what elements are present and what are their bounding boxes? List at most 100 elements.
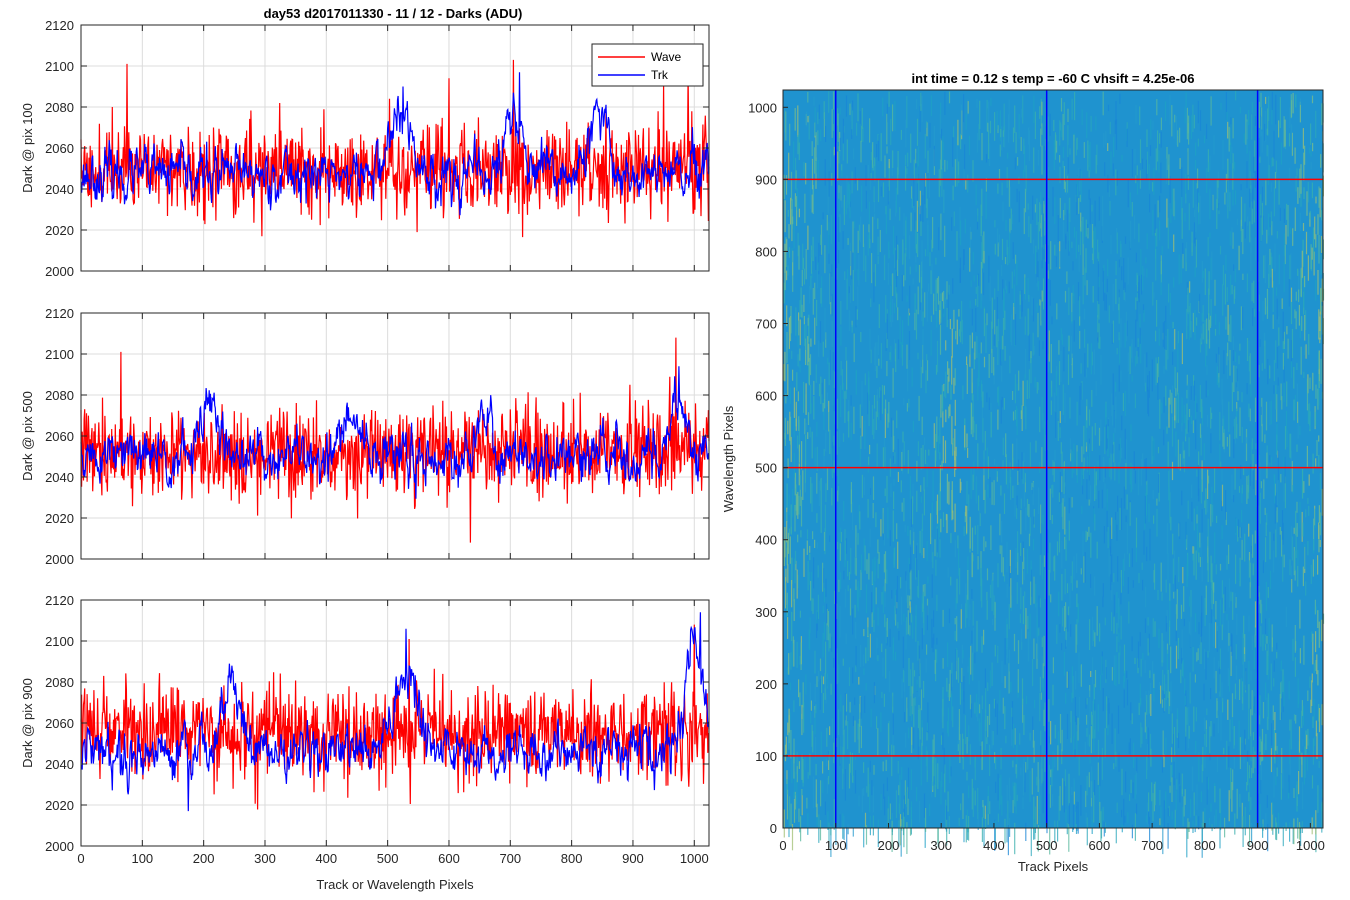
heatmap-streak [940, 213, 942, 241]
heatmap-streak [797, 320, 799, 347]
heatmap-streak [1219, 599, 1221, 627]
heatmap-streak [1110, 235, 1112, 254]
heatmap-streak [1197, 465, 1199, 496]
heatmap-streak [847, 824, 849, 835]
heatmap-streak [1130, 220, 1132, 249]
heatmap-streak [907, 152, 909, 167]
heatmap-streak [1297, 268, 1299, 276]
heatmap-streak [820, 129, 822, 141]
heatmap-streak [1199, 385, 1201, 412]
heatmap-streak [962, 385, 964, 400]
heatmap-streak [820, 287, 822, 304]
heatmap-streak [1168, 154, 1170, 179]
heatmap-streak [1273, 660, 1275, 672]
heatmap-streak [1201, 406, 1204, 426]
heatmap-streak [1249, 562, 1252, 588]
heatmap-streak [1283, 355, 1285, 383]
heatmap-streak [1169, 292, 1171, 316]
heatmap-streak [1250, 797, 1252, 810]
heatmap-streak [1152, 618, 1154, 637]
heatmap-streak [1076, 619, 1078, 645]
heatmap-streak [1065, 236, 1067, 244]
heatmap-streak [1284, 119, 1286, 147]
heatmap-streak [869, 528, 871, 547]
heatmap-streak [920, 367, 922, 389]
heatmap-streak [828, 626, 830, 652]
heatmap-streak [1037, 628, 1039, 659]
heatmap-streak [1049, 280, 1051, 306]
heatmap-streak [838, 579, 840, 592]
heatmap-streak [1260, 626, 1262, 647]
heatmap-streak [912, 483, 914, 504]
heatmap-streak [895, 271, 898, 292]
heatmap-streak [1176, 372, 1179, 395]
heatmap-streak [1233, 726, 1235, 749]
heatmap-streak [996, 326, 998, 348]
heatmap-streak [1298, 771, 1300, 795]
heatmap-streak [1241, 736, 1243, 743]
heatmap-streak [1248, 792, 1250, 802]
heatmap-streak [1210, 504, 1212, 527]
heatmap-streak [838, 217, 840, 242]
heatmap-streak [926, 198, 928, 219]
heatmap-streak [946, 721, 949, 734]
heatmap-streak [1275, 775, 1277, 786]
heatmap-streak [836, 652, 838, 685]
heatmap-streak [1015, 254, 1017, 264]
heatmap-streak [846, 278, 848, 310]
heatmap-streak [1001, 521, 1003, 543]
heatmap-streak [1098, 196, 1100, 221]
heatmap-streak [1271, 256, 1273, 271]
heatmap-streak [1304, 145, 1306, 165]
heatmap-streak [1288, 133, 1291, 147]
heatmap-streak [949, 755, 951, 783]
y-tick-label: 100 [755, 749, 777, 764]
heatmap-streak [789, 316, 792, 342]
heatmap-streak [888, 91, 890, 107]
heatmap-streak [851, 325, 853, 333]
heatmap-streak [871, 253, 873, 284]
heatmap-streak [1110, 454, 1112, 480]
heatmap-streak [857, 230, 859, 253]
heatmap-streak [1059, 120, 1061, 146]
heatmap-streak [824, 801, 826, 815]
heatmap-streak [1129, 346, 1131, 375]
heatmap-streak [923, 793, 926, 818]
heatmap-streak [885, 621, 887, 644]
heatmap-streak [1309, 210, 1311, 220]
heatmap-streak [1235, 416, 1237, 438]
heatmap-streak [921, 595, 923, 618]
heatmap-streak [880, 186, 882, 197]
heatmap-streak [1084, 329, 1086, 348]
heatmap-streak [1187, 122, 1189, 134]
heatmap-streak [1068, 803, 1070, 827]
heatmap-streak [1275, 529, 1277, 558]
heatmap-streak [1262, 301, 1264, 321]
heatmap-streak [1293, 399, 1295, 421]
heatmap-streak [818, 670, 820, 682]
heatmap-streak [856, 586, 859, 608]
heatmap-streak [867, 627, 869, 636]
heatmap-streak [1318, 186, 1320, 208]
heatmap-streak [839, 214, 841, 233]
heatmap-streak [1163, 674, 1166, 695]
heatmap-streak [840, 572, 842, 590]
heatmap-streak [1111, 517, 1113, 539]
heatmap-streak [1227, 121, 1229, 139]
heatmap-streak [1310, 148, 1312, 157]
heatmap-streak [1010, 208, 1012, 231]
heatmap-streak [1318, 351, 1320, 370]
heatmap-streak [948, 608, 951, 624]
heatmap-streak [1020, 498, 1022, 509]
heatmap-streak [1015, 783, 1017, 814]
heatmap-streak [1001, 661, 1003, 683]
x-tick-label: 700 [499, 851, 521, 866]
heatmap-streak [815, 157, 818, 174]
heatmap-streak [815, 256, 817, 270]
heatmap-streak [1033, 239, 1035, 254]
heatmap-streak [1290, 433, 1292, 459]
heatmap-streak [991, 482, 993, 505]
heatmap-streak [906, 403, 908, 412]
heatmap-streak [945, 340, 947, 351]
heatmap-streak [1190, 386, 1192, 400]
